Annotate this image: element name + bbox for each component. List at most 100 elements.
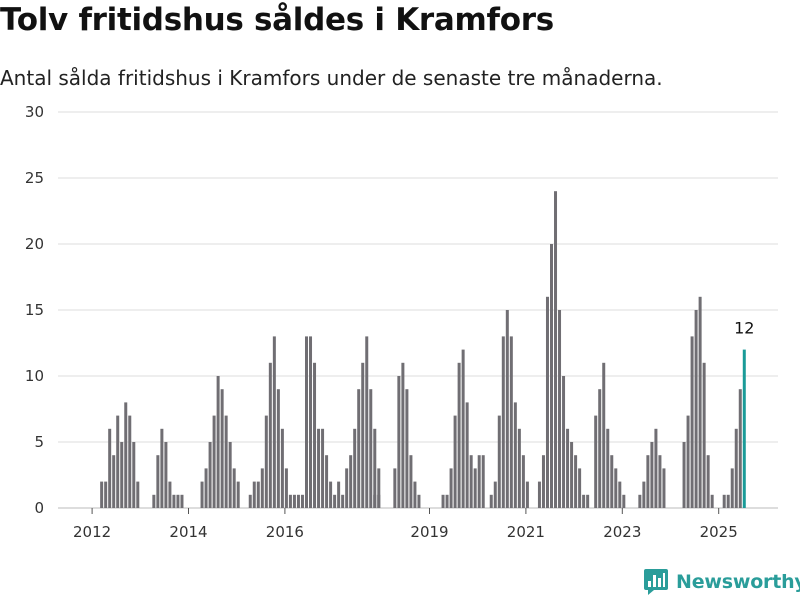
bar bbox=[469, 455, 473, 508]
bar bbox=[481, 455, 485, 508]
bar bbox=[541, 455, 545, 508]
bar bbox=[204, 468, 208, 508]
bar bbox=[168, 481, 172, 508]
bar bbox=[602, 362, 606, 508]
bar bbox=[172, 494, 176, 508]
bar bbox=[445, 494, 449, 508]
bar bbox=[686, 415, 690, 508]
bar bbox=[345, 468, 349, 508]
bar bbox=[550, 244, 553, 508]
bar bbox=[698, 296, 702, 508]
bar bbox=[730, 468, 734, 508]
bar bbox=[654, 428, 658, 508]
bar bbox=[325, 455, 329, 508]
bar bbox=[220, 389, 224, 508]
bar bbox=[377, 468, 381, 508]
bar bbox=[453, 415, 457, 508]
y-tick-label: 15 bbox=[25, 301, 44, 319]
bar bbox=[272, 336, 276, 508]
bar bbox=[288, 494, 292, 508]
bar bbox=[313, 362, 317, 508]
bar bbox=[513, 402, 517, 508]
x-tick-label: 2025 bbox=[700, 523, 738, 541]
bar bbox=[525, 481, 529, 508]
bar bbox=[264, 415, 268, 508]
bar bbox=[554, 191, 558, 508]
x-tick-label: 2012 bbox=[73, 523, 111, 541]
x-tick-label: 2014 bbox=[169, 523, 207, 541]
bar bbox=[280, 428, 284, 508]
bar bbox=[164, 442, 168, 508]
bar-chart-speech-icon bbox=[644, 569, 668, 595]
bar bbox=[598, 389, 602, 508]
y-tick-label: 20 bbox=[25, 235, 44, 253]
bar bbox=[578, 468, 582, 508]
bar bbox=[393, 468, 397, 508]
bar bbox=[132, 442, 136, 508]
bar bbox=[180, 494, 184, 508]
bar bbox=[658, 455, 662, 508]
bar bbox=[646, 455, 650, 508]
bar bbox=[365, 336, 369, 508]
bar bbox=[493, 481, 497, 508]
bar bbox=[120, 442, 124, 508]
bar bbox=[232, 468, 236, 508]
highlight-value-label: 12 bbox=[734, 319, 754, 338]
bar bbox=[517, 428, 521, 508]
bar bbox=[248, 494, 252, 508]
y-tick-label: 30 bbox=[25, 103, 44, 121]
bar bbox=[252, 481, 256, 508]
bar bbox=[124, 402, 128, 508]
bar bbox=[349, 455, 353, 508]
bar bbox=[574, 455, 578, 508]
bar bbox=[505, 310, 509, 508]
bar bbox=[650, 442, 654, 508]
bar bbox=[236, 481, 240, 508]
bar bbox=[417, 494, 421, 508]
bar bbox=[461, 349, 465, 508]
bar bbox=[586, 494, 590, 508]
bar bbox=[706, 455, 710, 508]
bar bbox=[521, 455, 525, 508]
bar bbox=[401, 362, 405, 508]
bar bbox=[104, 481, 108, 508]
bar bbox=[562, 376, 566, 508]
bar bbox=[726, 494, 730, 508]
chart-title: Tolv fritidshus såldes i Kramfors bbox=[0, 2, 554, 38]
bar bbox=[710, 494, 714, 508]
bar bbox=[329, 481, 333, 508]
x-axis: 2012 2014 2016 2019 2021 2023 2025 bbox=[73, 508, 738, 541]
bar bbox=[128, 415, 132, 508]
bar bbox=[694, 310, 698, 508]
bar bbox=[373, 494, 377, 508]
newsworthy-logo: Newsworthy bbox=[644, 569, 800, 595]
y-tick-label: 0 bbox=[34, 499, 44, 517]
bar bbox=[618, 481, 622, 508]
bar bbox=[176, 494, 180, 508]
bar bbox=[224, 415, 228, 508]
x-tick-label: 2019 bbox=[410, 523, 448, 541]
bar bbox=[228, 442, 232, 508]
bar bbox=[642, 481, 646, 508]
bar bbox=[152, 494, 156, 508]
bar bbox=[638, 494, 642, 508]
bar bbox=[397, 376, 401, 508]
bar bbox=[216, 376, 220, 508]
bar bbox=[622, 494, 626, 508]
bar bbox=[341, 494, 345, 508]
bar bbox=[610, 455, 614, 508]
bar bbox=[465, 402, 469, 508]
bar bbox=[260, 468, 264, 508]
bar bbox=[276, 389, 280, 508]
bar bbox=[566, 428, 570, 508]
bar bbox=[156, 455, 160, 508]
bar bbox=[594, 415, 598, 508]
chart-subtitle: Antal sålda fritidshus i Kramfors under … bbox=[0, 66, 663, 90]
bar bbox=[296, 494, 300, 508]
bar bbox=[441, 494, 445, 508]
bar bbox=[108, 428, 112, 508]
bar bbox=[662, 468, 666, 508]
bar bbox=[304, 336, 308, 508]
bar bbox=[501, 336, 505, 508]
